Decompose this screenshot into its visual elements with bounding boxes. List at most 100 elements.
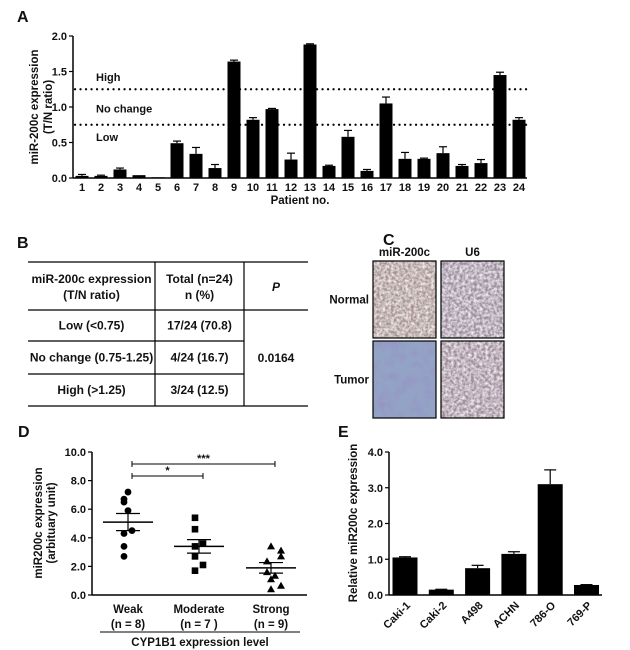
bar — [189, 153, 203, 178]
table-header: n (%) — [185, 288, 214, 302]
column-label: U6 — [465, 247, 480, 259]
bar — [436, 153, 450, 178]
data-point-square — [191, 553, 199, 560]
histology-image — [441, 341, 504, 418]
x-tick-label: 3 — [117, 182, 123, 194]
data-point-triangle — [267, 542, 275, 550]
bar — [360, 170, 374, 178]
bar — [341, 136, 355, 178]
x-tick-label: 14 — [323, 182, 336, 194]
x-tick-label: 20 — [437, 182, 449, 194]
y-axis-title-line2: (T/N ratio) — [43, 80, 55, 134]
bar — [501, 553, 527, 595]
x-axis-title: Patient no. — [271, 195, 330, 207]
region-label: Low — [96, 132, 118, 144]
x-tick-label: 19 — [418, 182, 430, 194]
y-axis-title-line2: (arbituary unit) — [46, 482, 58, 563]
x-tick-label: 10 — [247, 182, 259, 194]
bar — [227, 61, 241, 179]
y-axis-title: miR-200c expression (T/N ratio) — [29, 49, 55, 164]
bar — [246, 119, 260, 178]
data-point-circle — [120, 552, 128, 560]
y-tick-label: 1.0 — [368, 554, 383, 566]
bar — [322, 165, 336, 178]
bar — [537, 484, 563, 595]
y-tick-label: 2.0 — [368, 519, 383, 531]
bar — [75, 175, 89, 178]
table-header: (T/N ratio) — [63, 288, 120, 302]
x-tick-label: 12 — [285, 182, 297, 194]
x-tick-label: 11 — [266, 182, 278, 194]
bar — [94, 175, 108, 178]
panel-label-c: C — [383, 232, 395, 249]
x-tick-label: 1 — [79, 182, 85, 194]
bar — [208, 168, 222, 178]
x-tick-label: 6 — [174, 182, 180, 194]
region-label: High — [96, 72, 121, 84]
table-header: Total (n=24) — [166, 272, 233, 286]
bar — [379, 103, 393, 178]
image-border — [372, 260, 437, 339]
panel-label-e: E — [338, 424, 349, 441]
chart-d: 0.0 2.0 4.0 6.0 8.0 10.0 Weak (n = 8) Moderate (n… — [33, 447, 307, 649]
table-cell-category: No change (0.75-1.25) — [30, 351, 153, 365]
bar — [574, 584, 599, 595]
histology-image — [441, 261, 504, 338]
x-tick-label: 18 — [399, 182, 411, 194]
y-tick-label: 2.0 — [71, 561, 86, 573]
x-tick-label: 16 — [361, 182, 373, 194]
data-point-triangle — [277, 581, 285, 589]
group-n-label: (n = 7 ) — [180, 619, 218, 631]
x-tick-label: 23 — [494, 182, 506, 194]
table-header: miR-200c expression — [31, 272, 151, 286]
y-tick-label: 1.5 — [52, 67, 67, 79]
x-axis-title: CYP1B1 expression level — [131, 637, 268, 649]
y-axis-title-line1: miR-200c expression — [29, 49, 41, 164]
data-point-circle — [120, 498, 128, 506]
histology-image — [373, 261, 436, 338]
y-axis-title: Relative miR200c expression — [348, 444, 360, 603]
x-tick-label: 2 — [98, 182, 104, 194]
bar — [113, 169, 127, 178]
data-point-triangle — [271, 571, 279, 579]
data-point-square — [191, 525, 199, 533]
data-point-circle — [124, 507, 132, 515]
x-tick-label: ACHN — [491, 600, 522, 631]
data-point-triangle — [263, 568, 271, 576]
data-point-square — [199, 540, 207, 547]
x-tick-label: 9 — [231, 182, 237, 194]
y-tick-label: 10.0 — [65, 447, 86, 459]
y-axis-title: miR200c expression (arbituary unit) — [33, 467, 58, 578]
panel-label-a: A — [17, 9, 29, 26]
bar — [465, 568, 491, 595]
x-tick-label: 786-O — [528, 599, 558, 629]
data-point-triangle — [267, 585, 275, 593]
table-header-p: P — [272, 280, 281, 294]
table-cell-category: High (>1.25) — [57, 383, 125, 397]
data-point-triangle — [263, 557, 271, 565]
bar — [132, 175, 146, 178]
significance-label: * — [165, 465, 170, 477]
y-tick-label: 0.5 — [52, 138, 67, 150]
x-tick-label: 21 — [456, 182, 468, 194]
y-tick-label: 4.0 — [368, 447, 383, 459]
column-label: miR-200c — [379, 247, 431, 259]
y-tick-label: 1.0 — [52, 102, 67, 114]
bar — [170, 143, 184, 178]
image-border — [372, 340, 437, 419]
data-point-square — [191, 514, 199, 522]
y-tick-label: 2.0 — [52, 31, 67, 43]
x-tick-label: 7 — [193, 182, 199, 194]
y-tick-label: 0.0 — [52, 173, 67, 185]
panel-c-histology: miR-200c U6 Normal Tumor — [329, 247, 505, 419]
panel-label-b: B — [17, 235, 29, 252]
table-cell-total: 3/24 (12.5) — [170, 383, 228, 397]
image-border — [440, 340, 505, 419]
group-n-label: (n = 8) — [111, 619, 145, 631]
group-label: Moderate — [173, 604, 224, 616]
table-cell-total: 17/24 (70.8) — [167, 319, 232, 333]
bar — [417, 158, 431, 178]
bar — [455, 165, 469, 178]
x-tick-label: 17 — [380, 182, 392, 194]
